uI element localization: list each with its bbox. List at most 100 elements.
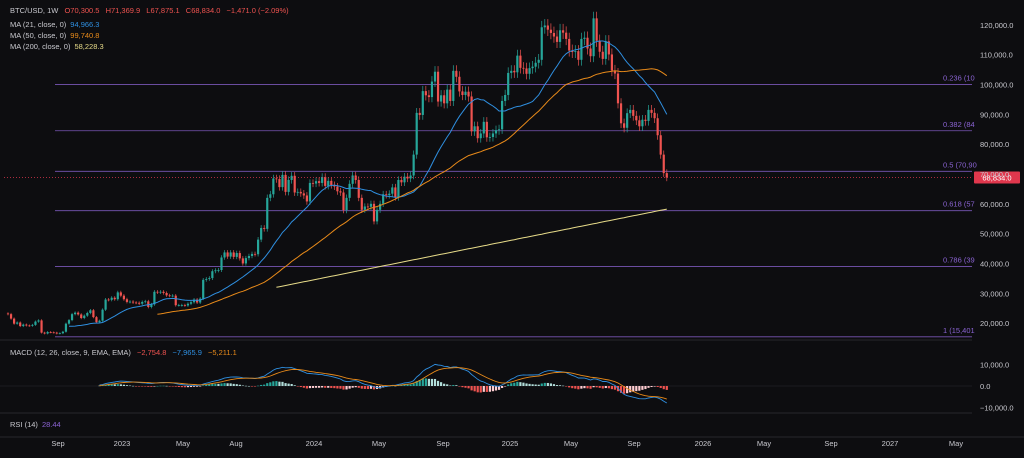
macd-hist-bar — [128, 385, 132, 387]
macd-hist-bar — [183, 386, 186, 388]
candle-body — [601, 51, 604, 59]
macd-hist-bar — [424, 378, 427, 386]
macd-hist-bar — [138, 386, 141, 387]
macd-hist-bar — [327, 386, 330, 388]
candle-body — [226, 252, 229, 257]
macd-hist-bar — [647, 386, 650, 388]
price-axis-tick: 80,000.0 — [980, 140, 1009, 149]
candle-body — [74, 312, 77, 315]
last-price-tag-text: 68,834.0 — [982, 173, 1011, 182]
time-axis-tick: Sep — [627, 439, 640, 448]
time-axis-tick: 2024 — [306, 439, 323, 448]
candle-body — [144, 301, 147, 303]
macd-hist-bar — [205, 384, 208, 386]
price-axis-tick: 110,000.0 — [980, 51, 1013, 60]
macd-hist-bar — [464, 386, 467, 388]
candle-body — [141, 301, 144, 304]
macd-hist-bar — [415, 381, 418, 386]
candle-body — [656, 118, 659, 136]
macd-hist-bar — [394, 385, 397, 387]
macd-axis-tick: 0.0 — [980, 382, 990, 391]
candle-body — [525, 68, 528, 74]
candle-body — [238, 253, 241, 259]
macd-hist-bar — [314, 386, 318, 388]
price-axis-tick: 100,000.0 — [980, 81, 1013, 90]
macd-line-value: −7,965.9 — [172, 348, 202, 357]
candle-body — [202, 279, 205, 299]
macd-hist-bar — [406, 384, 409, 386]
high-letter: H — [105, 6, 111, 15]
macd-hist-bar — [360, 386, 363, 389]
candle-body — [314, 181, 318, 184]
candle-body — [122, 295, 125, 300]
candle-body — [58, 333, 61, 335]
ma21-legend: MA (21, close, 0) 94,966.3 — [10, 20, 103, 29]
macd-hist-bar — [534, 384, 537, 386]
candle-body — [458, 76, 461, 92]
candle-body — [92, 310, 95, 318]
candle-body — [43, 332, 46, 334]
candle-body — [86, 312, 89, 316]
candle-body — [565, 32, 568, 39]
macd-hist-bar — [308, 386, 312, 389]
ma50-legend: MA (50, close, 0) 99,740.8 — [10, 31, 103, 40]
candle-body — [156, 291, 159, 293]
macd-hist-bar — [345, 386, 348, 390]
last-price-tag — [974, 171, 1020, 184]
macd-hist-bar — [272, 381, 275, 386]
candle-body — [659, 135, 662, 155]
candle-body — [253, 253, 257, 255]
ma21-label: MA (21, close, 0) — [10, 20, 67, 29]
macd-hist-bar — [531, 384, 534, 386]
candle-body — [49, 332, 52, 333]
candle-body — [485, 121, 488, 138]
macd-hist-bar — [598, 386, 601, 388]
macd-hist-bar — [247, 385, 251, 387]
candle-body — [604, 41, 607, 59]
macd-hist-bar — [321, 386, 324, 388]
candle-body — [339, 191, 342, 193]
candle-body — [241, 258, 244, 264]
candle-body — [80, 314, 83, 319]
candle-body — [174, 295, 177, 306]
candle-body — [263, 227, 266, 229]
candle-body — [665, 173, 668, 178]
macd-hist-bar — [336, 386, 339, 389]
candle-body — [443, 95, 446, 104]
candle-body — [482, 121, 485, 134]
candle-body — [336, 186, 339, 192]
candle-body — [180, 305, 183, 306]
candle-body — [382, 194, 385, 204]
macd-hist-bar — [574, 386, 577, 389]
macd-hist-bar — [458, 386, 461, 387]
time-axis-tick: Sep — [436, 439, 449, 448]
candle-body — [305, 195, 308, 202]
macd-hist-bar — [284, 383, 287, 386]
change-value: −1,471.0 (−2.09%) — [226, 6, 289, 15]
macd-hist-bar — [196, 386, 199, 387]
ma200-line — [276, 208, 667, 288]
macd-hist-bar — [580, 386, 583, 389]
macd-hist-bar — [217, 383, 220, 386]
macd-hist-bar — [324, 386, 327, 388]
candle-body — [6, 313, 10, 315]
candle-body — [28, 325, 31, 327]
candle-body — [89, 310, 92, 313]
macd-hist-bar — [287, 383, 290, 386]
candle-body — [507, 72, 510, 95]
macd-hist-bar — [348, 386, 351, 389]
candle-body — [135, 302, 138, 304]
macd-hist-bar — [330, 386, 333, 388]
macd-hist-bar — [238, 384, 241, 386]
candle-body — [436, 71, 440, 102]
macd-hist-bar — [650, 386, 653, 388]
macd-hist-bar — [342, 386, 345, 390]
candle-body — [430, 81, 434, 98]
price-axis-tick: 20,000.0 — [980, 319, 1009, 328]
candle-body — [116, 292, 119, 300]
macd-hist-bar — [98, 385, 101, 387]
candle-body — [412, 154, 415, 176]
macd-hist-bar — [144, 386, 147, 387]
macd-hist-bar — [641, 386, 644, 390]
